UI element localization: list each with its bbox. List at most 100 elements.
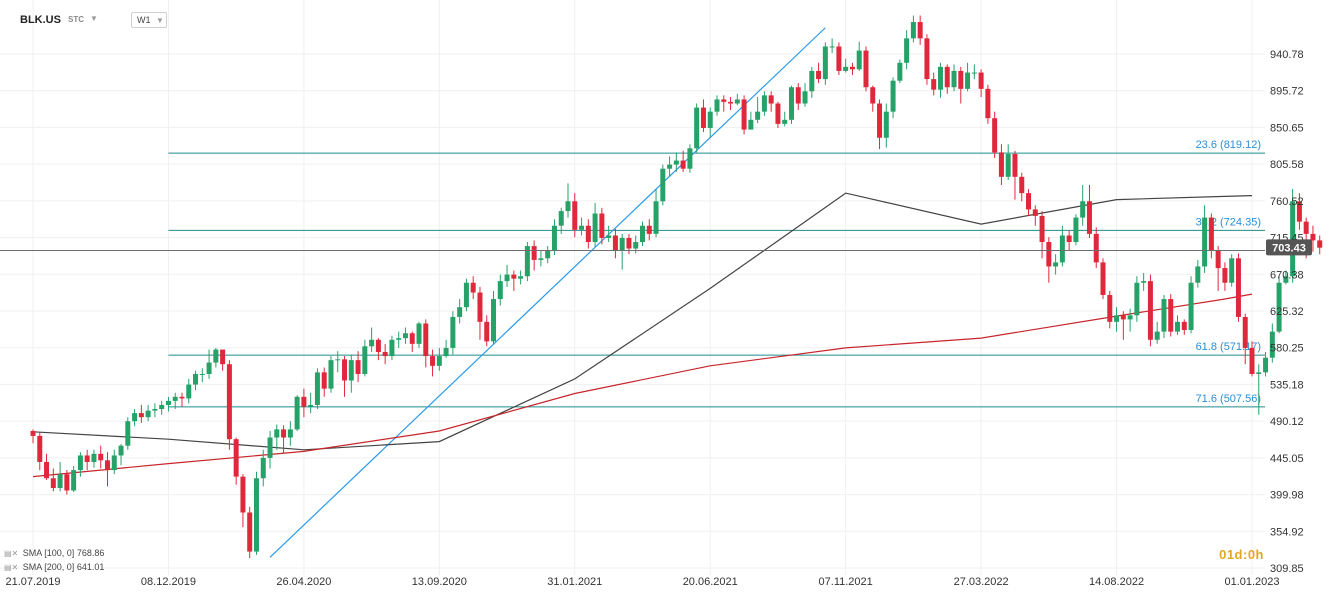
candle-down [1093, 233, 1099, 263]
candle-up [348, 360, 354, 381]
candle-up [660, 168, 666, 202]
candle-up [1161, 299, 1167, 332]
y-tick-label: 354.92 [1270, 526, 1304, 538]
candle-down [1310, 233, 1316, 241]
candle-down [423, 323, 429, 357]
candle-up [640, 225, 645, 243]
candle-down [917, 22, 923, 39]
candle-up [213, 349, 219, 363]
candle-up [159, 404, 165, 410]
candle-up [890, 80, 896, 112]
candle-up [504, 274, 510, 282]
x-tick-label: 20.06.2021 [683, 576, 738, 588]
candle-up [524, 246, 530, 277]
legend-sma200[interactable]: ▤✕ SMA [200, 0] 641.01 [4, 562, 104, 572]
fib-label-23.6: 23.6 (819.12) [1196, 139, 1261, 151]
candle-down [84, 455, 90, 462]
symbol-dropdown-chevron-icon[interactable]: ▼ [90, 14, 98, 23]
candle-up [491, 299, 497, 342]
candle-down [1012, 154, 1018, 177]
candle-down [998, 152, 1004, 177]
candle-up [328, 360, 334, 389]
candle-up [1283, 276, 1289, 283]
symbol-label[interactable]: BLK.US [20, 14, 61, 26]
candle-down [281, 429, 287, 438]
candle-down [301, 396, 307, 407]
candle-up [172, 396, 178, 401]
candle-down [599, 213, 605, 238]
candle-up [937, 66, 943, 90]
candle-down [612, 235, 618, 251]
candle-up [199, 373, 205, 375]
y-tick-label: 805.58 [1270, 159, 1304, 171]
candle-up [1114, 315, 1120, 322]
candle-down [233, 439, 239, 477]
candle-down [1249, 347, 1255, 374]
candle-up [118, 445, 124, 456]
candle-down [944, 66, 950, 88]
candle-up [971, 72, 977, 74]
legend-sma100[interactable]: ▤✕ SMA [100, 0] 768.86 [4, 548, 104, 558]
candle-down [1107, 294, 1113, 322]
candle-down [1296, 201, 1302, 222]
candle-up [856, 50, 862, 70]
candle-up [396, 338, 402, 340]
candle-down [1026, 193, 1032, 210]
candle-up [416, 323, 422, 344]
candle-up [389, 339, 395, 357]
legend-sma100-name: SMA [100, 0] [22, 548, 75, 558]
candle-down [430, 356, 436, 366]
candle-up [145, 410, 151, 418]
candle-up [1229, 258, 1235, 283]
candle-up [1256, 372, 1262, 374]
candle-up [592, 213, 598, 243]
candle-up [734, 99, 740, 104]
candle-down [795, 87, 801, 104]
candle-down [1181, 321, 1187, 330]
candle-down [924, 38, 930, 80]
candle-up [910, 22, 916, 39]
candle-down [680, 160, 686, 169]
indicator-settings-icon: ▤✕ [4, 549, 19, 558]
y-tick-label: 580.25 [1270, 343, 1304, 355]
candle-up [274, 429, 280, 438]
candle-up [829, 46, 835, 48]
sma200-line [32, 293, 1253, 478]
candle-up [761, 95, 767, 112]
candle-up [782, 119, 788, 124]
x-tick-label: 08.12.2019 [141, 576, 196, 588]
candle-up [1073, 217, 1079, 243]
candle-down [1215, 250, 1221, 269]
candle-up [1134, 282, 1140, 316]
svg-text:703.43: 703.43 [1272, 242, 1306, 254]
candle-down [531, 246, 537, 260]
last-price-badge: 703.43 [1266, 239, 1312, 256]
candle-up [497, 281, 503, 300]
candle-down [1046, 242, 1052, 267]
candle-down [626, 237, 632, 249]
candle-up [606, 235, 612, 238]
timeframe-select[interactable]: W1 ▼ [131, 12, 167, 28]
candle-up [1005, 154, 1011, 177]
candle-up [633, 242, 639, 249]
candle-up [579, 225, 585, 230]
candle-down [870, 87, 876, 104]
trendline [269, 27, 826, 558]
candle-up [1202, 217, 1208, 267]
candle-up [57, 474, 63, 489]
candle-down [1147, 281, 1153, 340]
candle-down [863, 50, 869, 88]
candle-down [470, 282, 476, 293]
candle-up [1059, 235, 1065, 263]
candle-up [436, 356, 442, 366]
candle-down [849, 66, 855, 70]
y-tick-label: 940.78 [1270, 49, 1304, 61]
candle-up [1080, 201, 1086, 218]
candle-down [37, 435, 43, 462]
candle-up [694, 107, 700, 149]
candle-down [721, 99, 727, 102]
candle-up [667, 164, 673, 169]
candle-down [585, 225, 591, 243]
candle-up [558, 211, 564, 226]
